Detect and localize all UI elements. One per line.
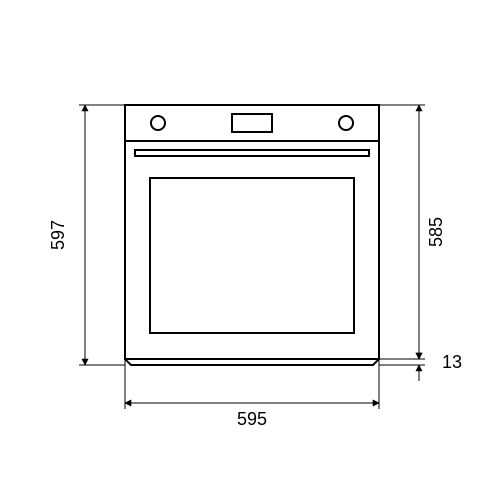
dimension-height-body: 585 <box>379 105 446 359</box>
dimension-height-total: 597 <box>48 105 125 365</box>
display-icon <box>232 114 272 132</box>
dimension-height-base: 13 <box>379 343 462 381</box>
oven-window <box>150 178 354 333</box>
dimension-width: 595 <box>125 359 379 429</box>
knob-right-icon <box>339 116 353 130</box>
knob-left-icon <box>151 116 165 130</box>
oven-dimension-diagram: 597 585 13 595 <box>0 0 500 500</box>
appliance-outline <box>125 105 379 365</box>
dimension-label: 585 <box>426 217 446 247</box>
dimension-label: 13 <box>442 352 462 372</box>
handle-icon <box>135 150 369 156</box>
dimension-label: 597 <box>48 220 68 250</box>
dimension-label: 595 <box>237 409 267 429</box>
